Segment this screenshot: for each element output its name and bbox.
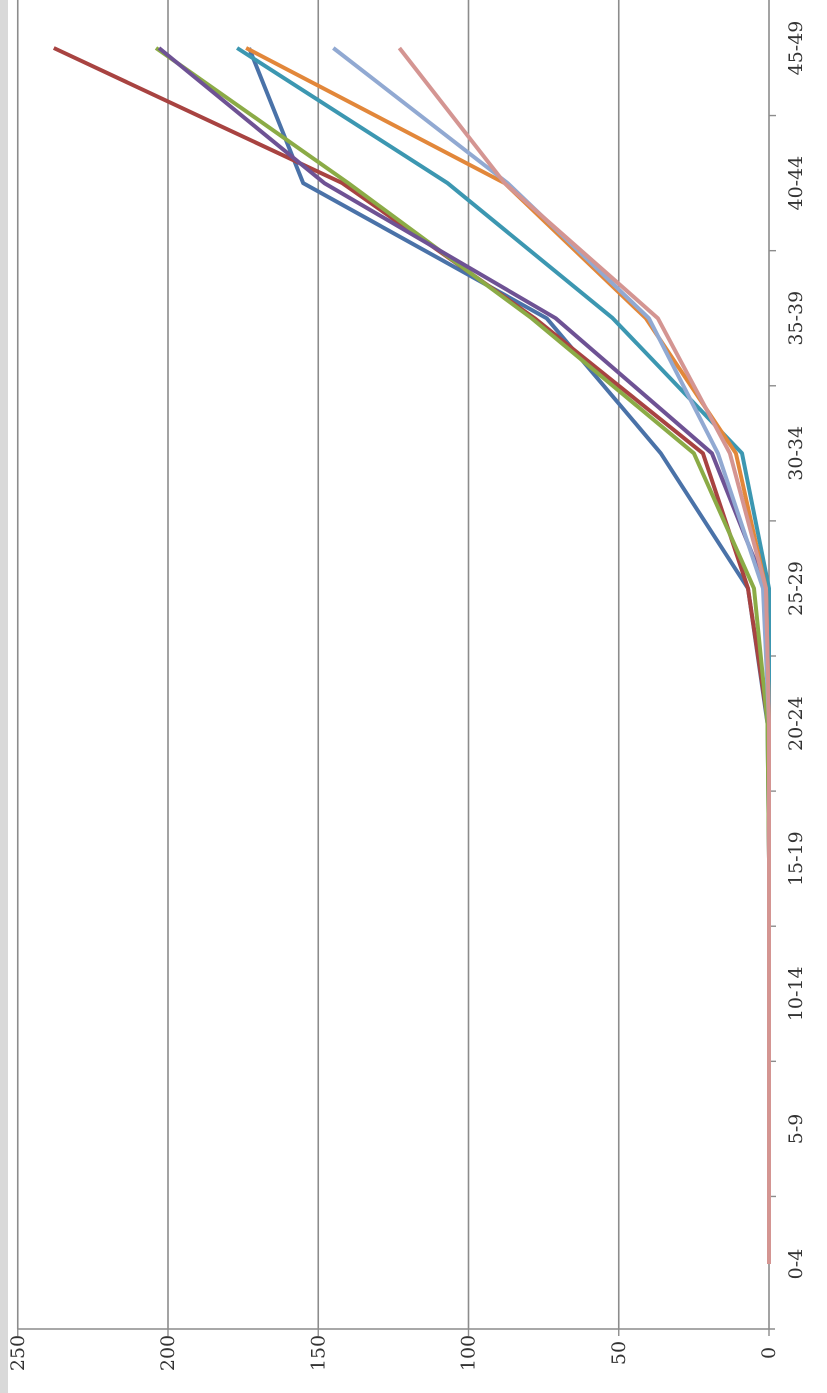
axes [17,0,776,1336]
tick-labels: 0 50 100 150 200 250 0-4 5-9 10-14 15-19 20-24 25-2… [7,21,807,1372]
value-tick-label: 250 [7,1335,29,1371]
category-label: 5-9 [785,1114,807,1145]
value-tick-label: 100 [458,1335,480,1371]
series-line-8 [397,46,771,1264]
gridlines [16,0,620,1329]
category-label: 20-24 [785,696,807,751]
category-label: 45-49 [785,21,807,76]
value-tick-label: 200 [157,1335,179,1371]
series-lines [52,46,771,1264]
category-label: 35-39 [785,291,807,346]
value-tick-label: 150 [307,1335,329,1371]
left-border [0,0,8,1393]
category-label: 30-34 [785,426,807,481]
category-label: 25-29 [785,561,807,616]
series-line-3 [154,46,771,1264]
category-label: 10-14 [785,966,807,1021]
category-label: 40-44 [785,156,807,211]
value-tick-label: 50 [608,1341,630,1365]
series-line-1 [247,47,771,1264]
category-label: 15-19 [785,831,807,886]
category-label: 0-4 [785,1249,807,1280]
series-line-5 [236,46,771,1264]
value-tick-label: 0 [758,1347,780,1359]
series-line-4 [157,46,771,1264]
